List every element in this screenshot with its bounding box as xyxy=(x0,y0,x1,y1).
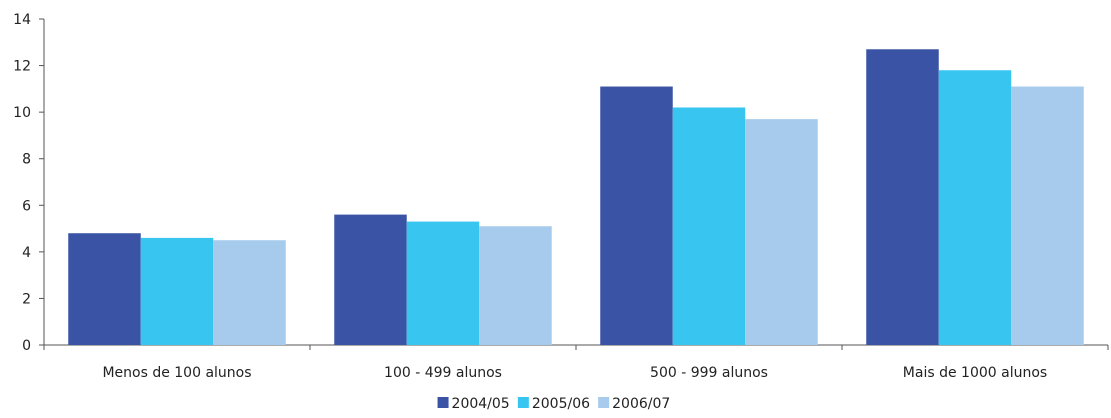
bar-2006-07-1 xyxy=(479,226,552,345)
bar-2004-05-1 xyxy=(334,214,407,345)
y-tick-label: 4 xyxy=(22,245,31,261)
bar-2005-06-1 xyxy=(406,221,480,345)
bars xyxy=(68,49,1084,346)
legend-label: 2004/05 xyxy=(452,396,510,412)
legend: 2004/05 2005/06 2006/07 xyxy=(437,396,670,412)
y-tick-label: 12 xyxy=(13,59,31,75)
bar-2005-06-3 xyxy=(938,70,1012,345)
x-tick-label: 100 - 499 alunos xyxy=(384,365,502,381)
y-tick-label: 0 xyxy=(22,338,31,354)
x-tick-label: Mais de 1000 alunos xyxy=(903,365,1047,381)
bar-2004-05-0 xyxy=(68,233,141,345)
bar-2006-07-3 xyxy=(1011,86,1084,346)
bar-2006-07-2 xyxy=(745,119,818,345)
bar-2004-05-2 xyxy=(600,86,673,346)
bar-2005-06-2 xyxy=(672,107,746,345)
legend-swatch xyxy=(517,397,529,408)
legend-swatch xyxy=(598,397,610,408)
y-tick-label: 10 xyxy=(13,105,31,121)
y-tick-label: 2 xyxy=(22,291,31,307)
x-tick-label: 500 - 999 alunos xyxy=(650,365,768,381)
y-tick-label: 6 xyxy=(22,198,31,214)
bar-2004-05-3 xyxy=(866,49,939,346)
x-axis: Menos de 100 alunos 100 - 499 alunos 500 -… xyxy=(43,344,1109,381)
x-tick-label: Menos de 100 alunos xyxy=(102,365,251,381)
y-tick-label: 8 xyxy=(22,152,31,168)
y-axis: 0 2 4 6 8 10 12 14 xyxy=(13,12,45,354)
legend-swatch xyxy=(437,397,449,408)
bar-2006-07-0 xyxy=(213,240,286,345)
y-tick-label: 14 xyxy=(13,12,31,28)
legend-label: 2006/07 xyxy=(612,396,670,412)
bar-2005-06-0 xyxy=(140,237,214,345)
legend-label: 2005/06 xyxy=(532,396,590,412)
